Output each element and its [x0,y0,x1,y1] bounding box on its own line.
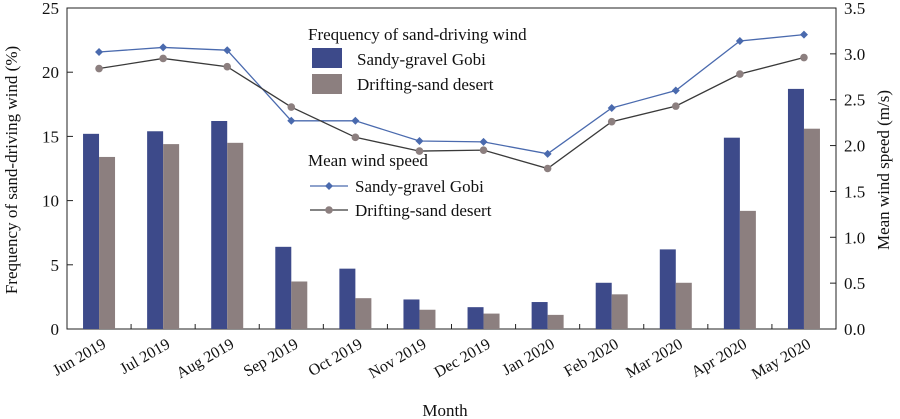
bar-desert [675,282,692,329]
point-gobi [735,37,744,46]
right-tick-label: 1.5 [844,182,865,201]
point-gobi [543,149,552,158]
bar-desert [419,309,436,329]
legend-bar-swatch-gobi [312,48,342,68]
point-gobi [607,103,616,112]
left-tick-label: 0 [51,320,60,339]
bar-gobi [723,137,740,329]
right-tick-label: 2.5 [844,91,865,110]
x-tick-label: Nov 2019 [366,336,430,383]
x-tick-label: Oct 2019 [306,336,366,380]
point-gobi [287,116,296,125]
bar-gobi [659,249,676,329]
bar-gobi [339,268,356,329]
right-tick-label: 0.0 [844,320,865,339]
bar-gobi [83,133,100,329]
x-tick-label: Feb 2020 [561,336,621,381]
bar-desert [355,298,372,329]
legend-marker-gobi [325,182,333,190]
legend-bar-swatch-desert [312,74,342,94]
bar-desert [547,314,564,329]
bar-desert [291,281,308,329]
point-gobi [223,46,232,55]
legend-bar-title: Frequency of sand-driving wind [308,25,527,44]
legend-line-label-gobi: Sandy-gravel Gobi [355,177,484,196]
point-desert [736,70,744,78]
x-tick-label: Aug 2019 [174,336,238,383]
left-tick-label: 5 [51,256,60,275]
point-gobi [351,116,360,125]
bar-desert [163,144,180,329]
legend-line-title: Mean wind speed [308,151,428,170]
bar-desert [739,210,756,329]
right-tick-label: 0.5 [844,274,865,293]
point-desert [287,103,296,111]
bar-gobi [787,88,804,329]
point-desert [671,102,680,110]
x-tick-label: Jan 2020 [499,336,557,379]
bar-gobi [147,131,164,329]
x-tick-label: Sep 2019 [241,336,301,381]
line-gobi [98,33,805,155]
bar-desert [803,128,820,329]
left-tick-label: 10 [42,192,59,211]
bar-desert [227,142,244,329]
point-desert [159,54,167,63]
legend-bar-label-gobi: Sandy-gravel Gobi [357,50,486,69]
point-gobi [671,86,680,95]
point-desert [543,164,552,173]
x-tick-label: Dec 2019 [432,336,494,382]
bar-desert [99,156,116,329]
point-desert [607,117,616,126]
x-tick-label: Mar 2020 [623,336,686,382]
bar-gobi [275,246,292,329]
legend-bar-label-desert: Drifting-sand desert [357,75,494,94]
legend-marker-desert [325,206,333,214]
point-desert [223,62,232,71]
legend-line-label-desert: Drifting-sand desert [355,201,492,220]
bar-gobi [403,299,420,329]
bar-desert [483,313,500,329]
point-desert [800,53,808,62]
right-tick-label: 3.5 [844,0,865,18]
bar-gobi [595,282,612,329]
x-tick-label: Jul 2019 [117,336,173,378]
bars [83,88,820,329]
x-tick-label: Jun 2019 [50,336,109,380]
left-tick-label: 25 [42,0,59,18]
point-desert [95,64,103,73]
point-gobi [159,43,168,52]
x-tick-label: May 2020 [749,336,814,383]
point-gobi [95,48,104,57]
right-tick-label: 1.0 [844,228,865,247]
bar-desert [611,294,628,329]
bar-gobi [467,307,484,329]
point-desert [351,133,360,142]
right-tick-label: 2.0 [844,137,865,156]
legend: Frequency of sand-driving wind Sandy-gra… [308,25,527,220]
bar-gobi [531,302,548,329]
point-gobi [415,136,424,145]
point-desert [479,146,488,154]
bar-gobi [211,120,228,329]
right-tick-label: 3.0 [844,45,865,64]
left-tick-label: 15 [42,127,59,146]
point-desert [415,147,424,155]
y-axis-label-left: Frequency of sand-driving wind (%) [2,46,21,294]
left-tick-label: 20 [42,63,59,82]
point-gobi [799,30,808,39]
lines [95,30,808,173]
x-axis-label: Month [422,401,468,419]
y-axis-label-right: Mean wind speed (m/s) [874,90,893,250]
point-gobi [479,137,488,146]
line-desert [98,56,805,170]
x-tick-label: Apr 2020 [689,336,750,381]
